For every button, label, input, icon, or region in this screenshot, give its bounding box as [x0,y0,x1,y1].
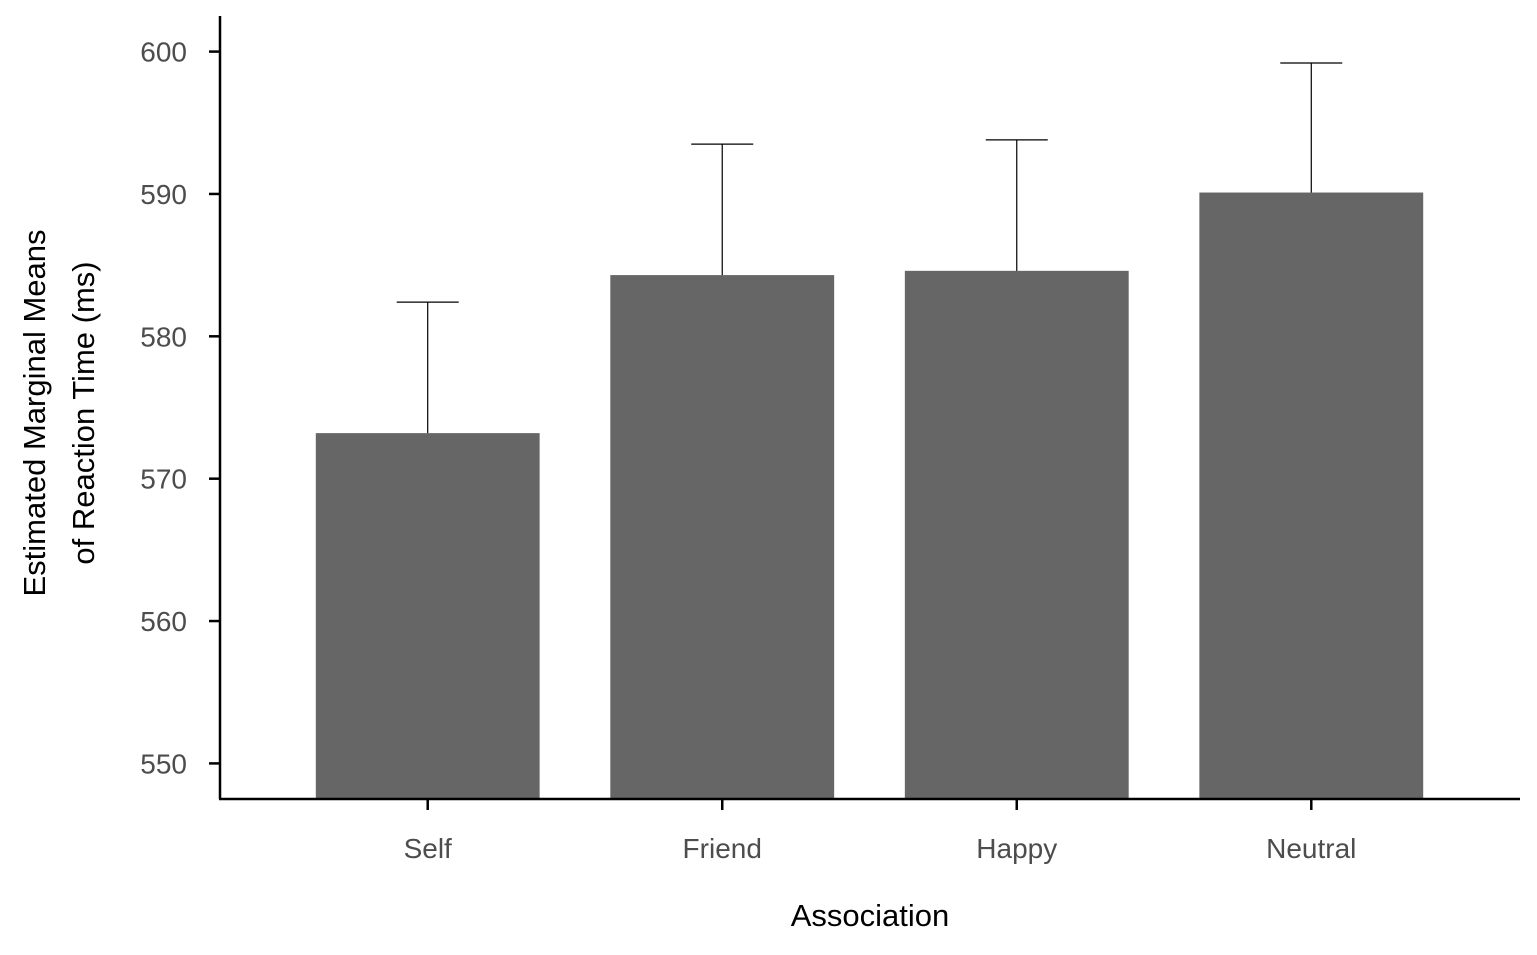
error-bars-layer [396,62,1343,434]
x-tick-label: Neutral [1266,833,1356,864]
x-ticks-layer: Self Friend Happy Neutral [404,799,1356,864]
bar-friend [610,275,835,799]
y-tick-label: 560 [140,606,187,637]
x-tick-label: Friend [683,833,762,864]
y-tick-label: 570 [140,464,187,495]
y-axis-title-line-1: Estimated Marginal Means [17,230,52,597]
y-axis-title: Estimated Marginal Means of Reaction Tim… [17,230,101,597]
error-bar-happy [985,139,1048,271]
y-tick-label: 580 [140,321,187,352]
x-axis-title: Association [791,898,950,933]
y-tick-label: 590 [140,179,187,210]
bars-layer [315,192,1424,800]
error-bar-friend [691,143,754,276]
y-axis-title-line-2: of Reaction Time (ms) [66,261,101,564]
bar-neutral [1199,192,1424,800]
y-tick-label: 600 [140,37,187,68]
x-tick-label: Self [404,833,452,864]
axes-layer [218,16,1520,801]
error-bar-neutral [1280,62,1343,193]
y-tick-label: 550 [140,748,187,779]
y-ticks-layer: 550 560 570 580 590 600 [140,37,220,779]
x-tick-label: Happy [976,833,1057,864]
bar-happy [904,270,1129,799]
bar-self [315,433,540,799]
error-bar-self [396,301,459,434]
